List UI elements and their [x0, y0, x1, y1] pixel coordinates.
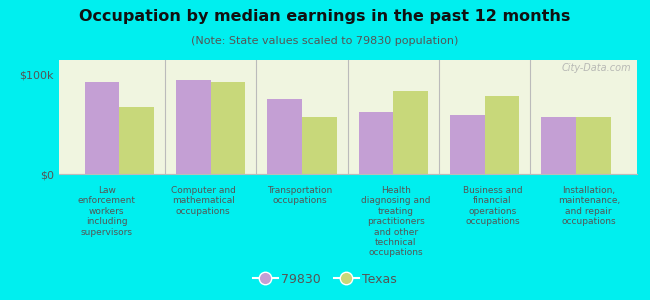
Bar: [393, 91, 428, 174]
Bar: [84, 82, 120, 174]
Text: (Note: State values scaled to 79830 population): (Note: State values scaled to 79830 popu…: [191, 36, 459, 46]
Bar: [302, 118, 337, 174]
Text: Transportation
occupations: Transportation occupations: [267, 186, 332, 206]
Text: Computer and
mathematical
occupations: Computer and mathematical occupations: [171, 186, 235, 216]
Bar: [267, 99, 302, 174]
Bar: [541, 118, 576, 174]
Bar: [176, 80, 211, 174]
Text: Law
enforcement
workers
including
supervisors: Law enforcement workers including superv…: [78, 186, 136, 237]
Legend: 79830, Texas: 79830, Texas: [248, 268, 402, 291]
Text: Business and
financial
operations
occupations: Business and financial operations occupa…: [463, 186, 522, 226]
Text: Health
diagnosing and
treating
practitioners
and other
technical
occupations: Health diagnosing and treating practitio…: [361, 186, 431, 257]
Text: Occupation by median earnings in the past 12 months: Occupation by median earnings in the pas…: [79, 9, 571, 24]
Bar: [485, 96, 519, 174]
Text: Installation,
maintenance,
and repair
occupations: Installation, maintenance, and repair oc…: [558, 186, 620, 226]
Bar: [211, 82, 246, 174]
Bar: [120, 106, 154, 174]
Text: City-Data.com: City-Data.com: [562, 63, 631, 74]
Bar: [576, 116, 611, 174]
Bar: [359, 112, 393, 174]
Bar: [450, 115, 485, 174]
